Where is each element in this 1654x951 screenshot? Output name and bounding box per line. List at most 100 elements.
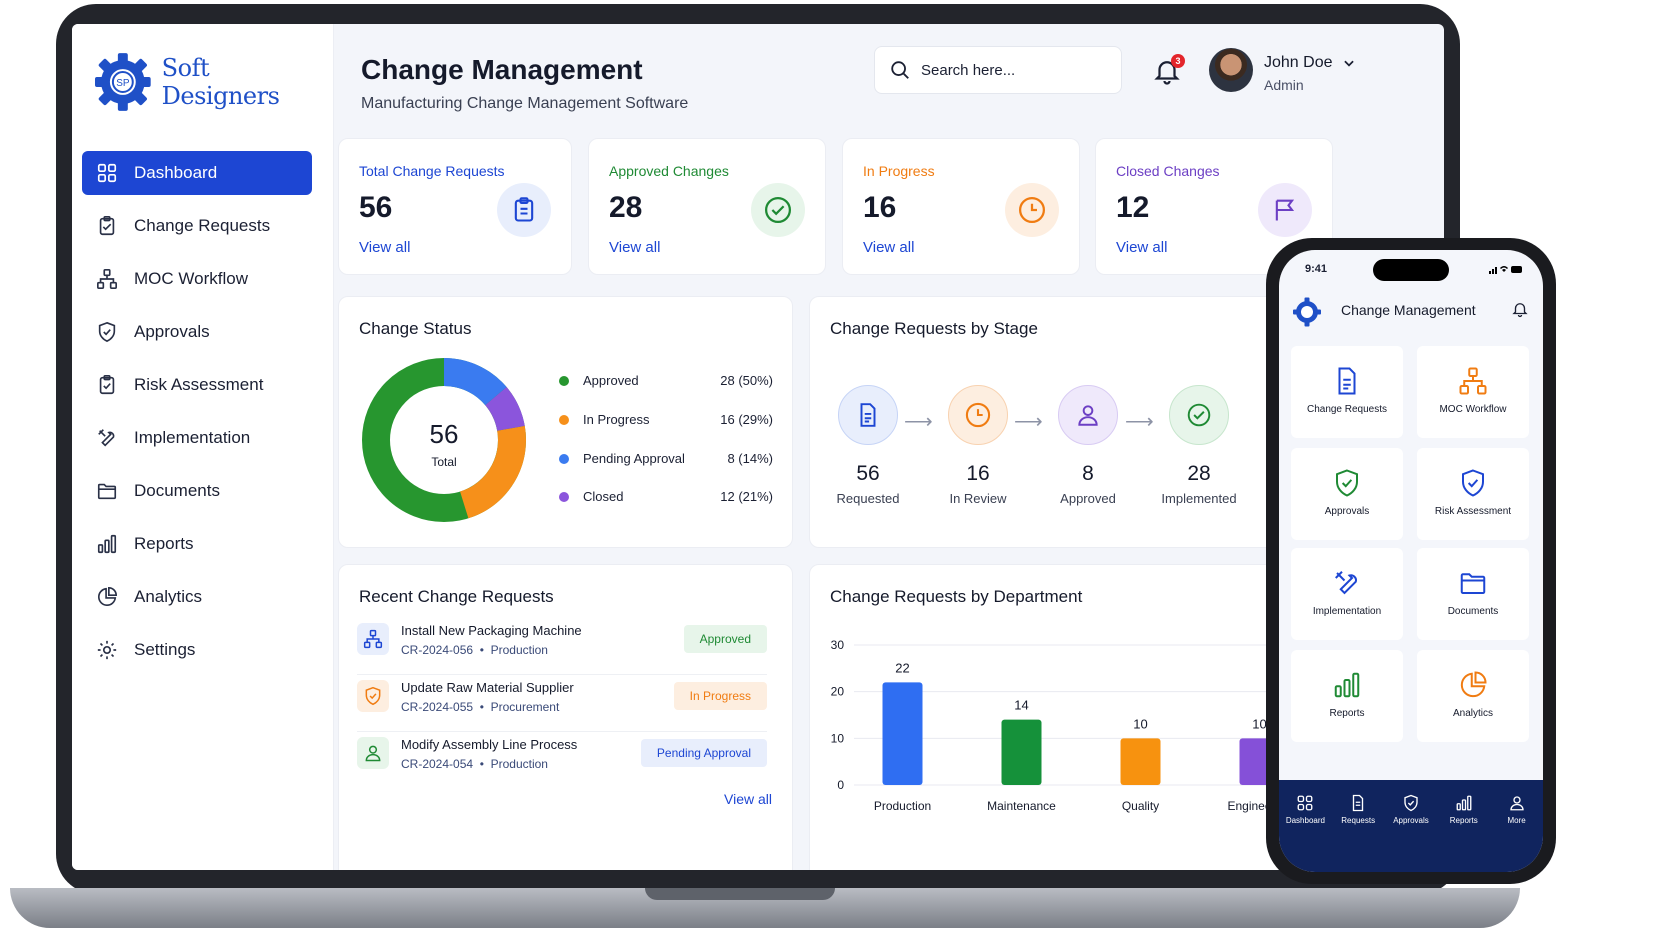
stage-requested[interactable]: 56 Requested — [813, 385, 923, 506]
sidebar-item-analytics[interactable]: Analytics — [82, 575, 312, 619]
card-title: Change Requests by Stage — [830, 319, 1038, 338]
x-tick-label: Maintenance — [987, 799, 1056, 813]
table-row[interactable]: Update Raw Material Supplier CR-2024-055… — [357, 678, 767, 732]
gear-icon — [97, 640, 117, 660]
view-all-link[interactable]: View all — [724, 791, 772, 807]
flag-icon — [1275, 199, 1295, 221]
stage-value: 28 — [1187, 462, 1211, 485]
sidebar-nav: Dashboard Change Requests MOC Workflow A… — [82, 151, 312, 681]
stage-icon — [1169, 385, 1229, 445]
stage-icon — [1058, 385, 1118, 445]
user-icon — [1078, 405, 1098, 426]
tile-moc-workflow[interactable]: MOC Workflow — [1417, 346, 1529, 438]
search-box[interactable] — [874, 46, 1122, 94]
legend-dot — [559, 414, 569, 425]
stage-approved[interactable]: 8 Approved — [1033, 385, 1143, 506]
legend-label: Closed — [583, 489, 624, 504]
req-dept: Production — [490, 757, 548, 771]
legend-dot — [559, 491, 569, 502]
tile-risk-assessment[interactable]: Risk Assessment — [1417, 448, 1529, 540]
tile-label: Implementation — [1312, 606, 1382, 617]
chevron-down-icon[interactable] — [1342, 56, 1356, 70]
shield-check-icon — [1336, 469, 1358, 497]
mobile-tab-bar: Dashboard Requests Approvals Reports Mor… — [1279, 780, 1543, 872]
req-title: Install New Packaging Machine — [401, 623, 582, 638]
tile-implementation[interactable]: Implementation — [1291, 548, 1403, 640]
view-all-link[interactable]: View all — [1116, 239, 1168, 256]
y-tick-label: 30 — [831, 638, 845, 652]
kpi-card-total: Total Change Requests 56 View all — [338, 138, 572, 275]
tools-icon — [1335, 571, 1357, 595]
sidebar-item-risk-assessment[interactable]: Risk Assessment — [82, 363, 312, 407]
stage-value: 8 — [1082, 462, 1094, 485]
table-row[interactable]: Modify Assembly Line Process CR-2024-054… — [357, 735, 767, 789]
brand-logo[interactable]: SP Soft Designers — [94, 50, 333, 114]
sidebar-item-label: Analytics — [134, 587, 203, 606]
req-title: Modify Assembly Line Process — [401, 737, 578, 752]
clipboard-check-icon — [99, 375, 115, 395]
gear-logo-icon: SP — [94, 53, 151, 111]
status-icons — [1489, 264, 1523, 276]
view-all-link[interactable]: View all — [863, 239, 915, 256]
y-tick-label: 0 — [837, 778, 844, 792]
bell-icon[interactable] — [1152, 56, 1182, 86]
legend-label: Approved — [583, 373, 639, 388]
sidebar-item-label: Change Requests — [134, 216, 271, 235]
tab-requests[interactable]: Requests — [1333, 794, 1383, 872]
status-badge: Pending Approval — [640, 739, 767, 767]
tools-icon — [98, 429, 115, 447]
view-all-link[interactable]: View all — [359, 239, 411, 256]
sidebar-item-label: Settings — [134, 640, 196, 659]
tab-reports[interactable]: Reports — [1439, 794, 1489, 872]
donut-segment-pending — [362, 358, 526, 522]
tab-more[interactable]: More — [1492, 794, 1542, 872]
kpi-icon — [1258, 183, 1312, 237]
shield-check-icon — [365, 686, 381, 706]
avatar[interactable] — [1209, 48, 1253, 92]
tile-change-requests[interactable]: Change Requests — [1291, 346, 1403, 438]
sidebar-item-approvals[interactable]: Approvals — [82, 310, 312, 354]
req-icon — [357, 737, 389, 769]
req-id: CR-2024-055 — [401, 700, 474, 714]
kpi-label: Approved Changes — [609, 163, 729, 179]
tile-reports[interactable]: Reports — [1291, 650, 1403, 742]
bar-value-label: 22 — [895, 660, 909, 675]
folder-icon — [1460, 573, 1486, 594]
sidebar-item-moc-workflow[interactable]: MOC Workflow — [82, 257, 312, 301]
sidebar: SP Soft Designers Dashboard Change Reque… — [72, 24, 334, 870]
tile-label: Approvals — [1324, 506, 1370, 517]
tile-analytics[interactable]: Analytics — [1417, 650, 1529, 742]
user-name[interactable]: John Doe — [1264, 54, 1333, 71]
clipboard-icon — [514, 197, 534, 222]
bell-icon[interactable] — [1511, 300, 1529, 318]
bar-chart-icon — [1456, 795, 1472, 811]
card-title: Change Status — [359, 319, 472, 338]
view-all-link[interactable]: View all — [609, 239, 661, 256]
dynamic-island — [1373, 259, 1449, 281]
sidebar-item-label: MOC Workflow — [134, 269, 248, 288]
tab-label: Reports — [1449, 816, 1478, 825]
status-badge: Approved — [683, 625, 767, 653]
tile-documents[interactable]: Documents — [1417, 548, 1529, 640]
status-time: 9:41 — [1305, 263, 1328, 275]
mobile-title: Change Management — [1341, 302, 1476, 318]
req-id: CR-2024-054 — [401, 757, 474, 771]
sidebar-item-dashboard[interactable]: Dashboard — [82, 151, 312, 195]
sidebar-item-change-requests[interactable]: Change Requests — [82, 204, 312, 248]
x-tick-label: Production — [874, 799, 931, 813]
kpi-icon — [497, 183, 551, 237]
stage-in-review[interactable]: 16 In Review — [923, 385, 1033, 506]
sidebar-item-settings[interactable]: Settings — [82, 628, 312, 672]
pie-chart-icon — [1460, 671, 1487, 698]
sidebar-item-implementation[interactable]: Implementation — [82, 416, 312, 460]
stage-implemented[interactable]: 28 Implemented — [1144, 385, 1254, 506]
tile-label: MOC Workflow — [1439, 404, 1507, 415]
y-tick-label: 20 — [831, 685, 845, 699]
search-input[interactable] — [921, 61, 1101, 79]
sidebar-item-reports[interactable]: Reports — [82, 522, 312, 566]
tile-approvals[interactable]: Approvals — [1291, 448, 1403, 540]
table-row[interactable]: Install New Packaging Machine CR-2024-05… — [357, 621, 767, 675]
sidebar-item-documents[interactable]: Documents — [82, 469, 312, 513]
tab-dashboard[interactable]: Dashboard — [1280, 794, 1330, 872]
tab-approvals[interactable]: Approvals — [1386, 794, 1436, 872]
